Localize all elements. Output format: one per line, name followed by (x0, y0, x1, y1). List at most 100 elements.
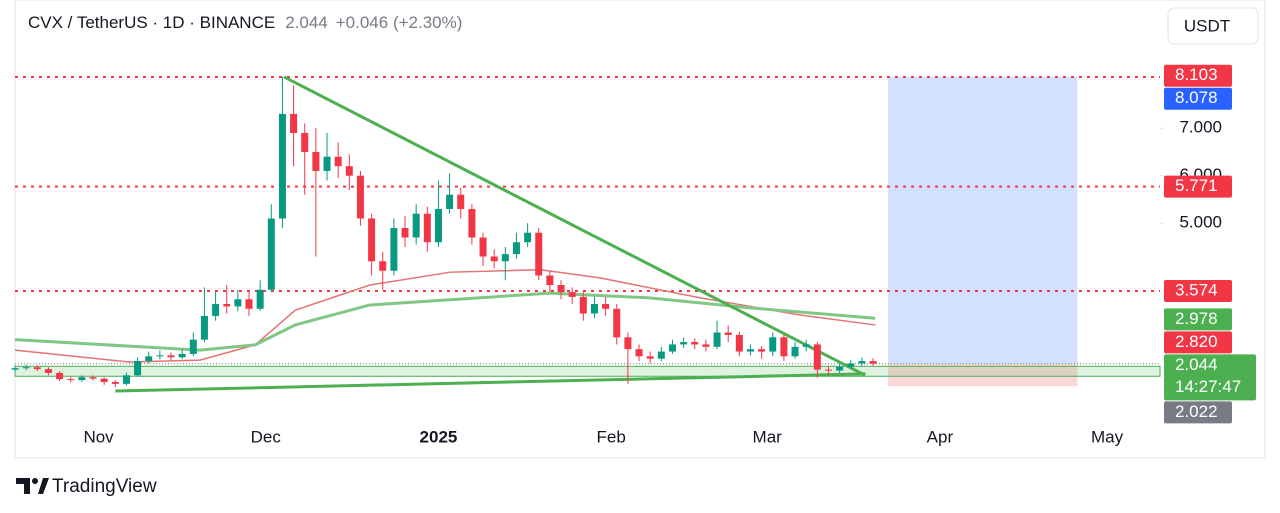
candle-body (557, 285, 565, 293)
logo-mark (16, 478, 30, 494)
candle-body (858, 361, 866, 364)
x-tick-label: Nov (83, 427, 114, 446)
candle-body (479, 237, 487, 257)
candle-body (579, 296, 587, 314)
candle-body (256, 289, 264, 309)
price-label-text: 2.022 (1175, 402, 1218, 421)
candle-body (234, 299, 242, 307)
last-price: 2.044 (285, 13, 328, 32)
candle-body (836, 366, 844, 371)
candle-body (100, 378, 108, 382)
brand-name: TradingView (52, 476, 157, 497)
header: CVX / TetherUS · 1D · BINANCE 2.044 +0.046… (28, 13, 462, 32)
candle-body (368, 218, 376, 262)
candle-body (657, 351, 665, 359)
price-label (1164, 308, 1232, 331)
price-label (1164, 280, 1232, 303)
candle-body (524, 232, 532, 243)
candle-body (67, 379, 75, 381)
candle-body (568, 292, 576, 297)
trendline (115, 372, 866, 393)
price-label (1164, 64, 1232, 87)
price-label (1164, 175, 1232, 198)
price-label (1164, 401, 1232, 424)
candle-body (535, 232, 543, 276)
candle-body (446, 194, 454, 209)
currency-label[interactable]: USDT (1184, 16, 1230, 35)
candle-body (457, 194, 465, 209)
candle-body (145, 356, 153, 362)
y-tick-label: 7.000 (1179, 118, 1222, 137)
candle-body (624, 337, 632, 350)
candle-body (390, 227, 398, 271)
candle-body (680, 342, 688, 345)
support-zone (14, 365, 1161, 377)
drawings (14, 75, 1161, 387)
candle-body (590, 304, 598, 314)
candle-body (702, 344, 710, 347)
candle-body (334, 156, 342, 167)
candle-body (122, 375, 130, 384)
candle-body (200, 315, 208, 340)
x-tick-label: Mar (753, 427, 783, 446)
change: +0.046 (+2.30%) (336, 13, 463, 32)
candle-body (301, 132, 309, 152)
candle-body (401, 227, 409, 238)
candle-body (501, 254, 509, 262)
candle-body (869, 361, 877, 364)
candle-body (802, 344, 810, 347)
y-tick-label: 5.000 (1179, 213, 1222, 232)
x-tick-label: 2025 (420, 427, 458, 446)
candle-body (212, 304, 220, 316)
x-tick-label: May (1091, 427, 1124, 446)
candle-body (312, 151, 320, 171)
candle-body (635, 349, 643, 357)
candle-body (724, 332, 732, 335)
candle-body (44, 369, 52, 373)
candle-body (22, 367, 30, 369)
candle-body (278, 113, 286, 219)
price-label-text: 5.771 (1175, 176, 1218, 195)
candle-body (434, 208, 442, 243)
price-label (1164, 87, 1232, 110)
candle-body (56, 372, 64, 380)
x-tick-label: Apr (927, 427, 954, 446)
target-zone (888, 76, 1078, 364)
candle-body (345, 166, 353, 176)
price-label-text: 3.574 (1175, 280, 1218, 299)
candle-body (780, 337, 788, 357)
candle-body (11, 368, 19, 370)
price-label (1164, 331, 1232, 354)
candle-body (646, 356, 654, 359)
price-label-text: 8.103 (1175, 65, 1218, 84)
candle-body (735, 334, 743, 352)
candle-body (223, 304, 231, 307)
currency-button[interactable] (1167, 7, 1259, 45)
candle-body (668, 344, 676, 352)
price-label-text: 2.044 (1175, 355, 1218, 374)
brand-logo (16, 478, 49, 494)
indicators (14, 75, 876, 393)
candle-body (111, 381, 119, 384)
candle-body (267, 218, 275, 290)
candle-body (89, 377, 97, 379)
price-label-text: 2.820 (1175, 332, 1218, 351)
candle-body (468, 208, 476, 238)
price-label-text: 8.078 (1175, 88, 1218, 107)
candle-body (546, 275, 554, 286)
candle-body (758, 349, 766, 352)
logo-mark (38, 478, 49, 494)
candle-body (178, 353, 186, 358)
candle-body (512, 242, 520, 255)
candle-body (713, 332, 721, 347)
candle-body (769, 337, 777, 352)
candle-body (423, 213, 431, 243)
candle-body (791, 346, 799, 357)
candle-body (813, 344, 821, 370)
candles (11, 76, 877, 388)
moving-average (14, 291, 876, 352)
candle-body (613, 308, 621, 338)
candle-body (746, 349, 754, 352)
candle-body (379, 261, 387, 271)
